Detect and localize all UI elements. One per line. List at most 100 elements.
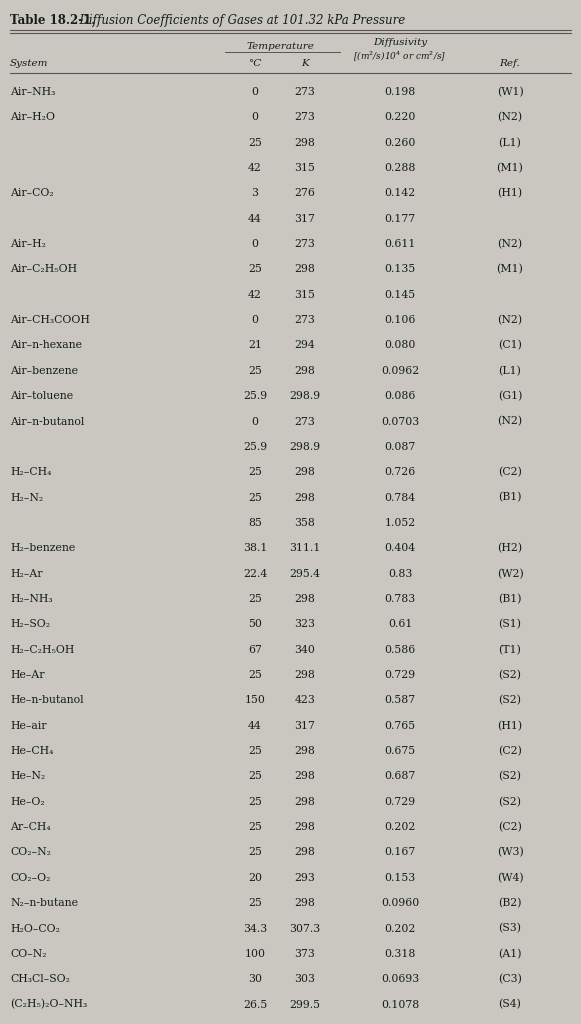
Text: Air–benzene: Air–benzene bbox=[10, 366, 78, 376]
Text: 67: 67 bbox=[248, 645, 262, 654]
Text: 273: 273 bbox=[295, 113, 315, 122]
Text: 25.9: 25.9 bbox=[243, 391, 267, 401]
Text: He–n-butanol: He–n-butanol bbox=[10, 695, 84, 706]
Text: 0: 0 bbox=[252, 417, 259, 427]
Text: 273: 273 bbox=[295, 239, 315, 249]
Text: 3: 3 bbox=[252, 188, 259, 199]
Text: 44: 44 bbox=[248, 721, 262, 731]
Text: (L1): (L1) bbox=[498, 137, 521, 147]
Text: 0.086: 0.086 bbox=[384, 391, 415, 401]
Text: He–Ar: He–Ar bbox=[10, 670, 45, 680]
Text: N₂–n-butane: N₂–n-butane bbox=[10, 898, 78, 908]
Text: (M1): (M1) bbox=[497, 264, 523, 274]
Text: K: K bbox=[301, 59, 309, 68]
Text: 0.288: 0.288 bbox=[384, 163, 415, 173]
Text: 298: 298 bbox=[295, 848, 315, 857]
Text: (N2): (N2) bbox=[497, 113, 522, 123]
Text: H₂O–CO₂: H₂O–CO₂ bbox=[10, 924, 60, 934]
Text: (H1): (H1) bbox=[497, 721, 522, 731]
Text: (S2): (S2) bbox=[498, 771, 522, 781]
Text: 0.145: 0.145 bbox=[385, 290, 415, 300]
Text: 100: 100 bbox=[245, 949, 266, 958]
Text: 25.9: 25.9 bbox=[243, 442, 267, 452]
Text: (H2): (H2) bbox=[497, 543, 522, 553]
Text: 298: 298 bbox=[295, 797, 315, 807]
Text: Ref.: Ref. bbox=[500, 59, 521, 68]
Text: 0.1078: 0.1078 bbox=[381, 999, 419, 1010]
Text: H₂–N₂: H₂–N₂ bbox=[10, 493, 43, 503]
Text: He–O₂: He–O₂ bbox=[10, 797, 45, 807]
Text: 25: 25 bbox=[248, 594, 262, 604]
Text: 373: 373 bbox=[295, 949, 315, 958]
Text: (M1): (M1) bbox=[497, 163, 523, 173]
Text: 298: 298 bbox=[295, 264, 315, 274]
Text: 0.087: 0.087 bbox=[385, 442, 415, 452]
Text: Air–NH₃: Air–NH₃ bbox=[10, 87, 55, 97]
Text: 25: 25 bbox=[248, 746, 262, 756]
Text: (C2): (C2) bbox=[498, 467, 522, 477]
Text: 294: 294 bbox=[295, 340, 315, 350]
Text: H₂–benzene: H₂–benzene bbox=[10, 544, 76, 553]
Text: Air–CO₂: Air–CO₂ bbox=[10, 188, 54, 199]
Text: (B1): (B1) bbox=[498, 594, 522, 604]
Text: 0.729: 0.729 bbox=[385, 797, 415, 807]
Text: Air–H₂: Air–H₂ bbox=[10, 239, 46, 249]
Text: H₂–NH₃: H₂–NH₃ bbox=[10, 594, 53, 604]
Text: (W3): (W3) bbox=[497, 847, 523, 858]
Text: 85: 85 bbox=[248, 518, 262, 528]
Text: Diffusivity: Diffusivity bbox=[373, 38, 427, 47]
Text: (N2): (N2) bbox=[497, 239, 522, 249]
Text: 0.0703: 0.0703 bbox=[381, 417, 419, 427]
Text: 25: 25 bbox=[248, 848, 262, 857]
Text: H₂–C₂H₅OH: H₂–C₂H₅OH bbox=[10, 645, 74, 654]
Text: 293: 293 bbox=[295, 872, 315, 883]
Text: 25: 25 bbox=[248, 366, 262, 376]
Text: 0.153: 0.153 bbox=[385, 872, 415, 883]
Text: 0.260: 0.260 bbox=[384, 137, 415, 147]
Text: 298: 298 bbox=[295, 746, 315, 756]
Text: (A1): (A1) bbox=[498, 948, 522, 959]
Text: 315: 315 bbox=[295, 290, 315, 300]
Text: 0.726: 0.726 bbox=[385, 467, 415, 477]
Text: 34.3: 34.3 bbox=[243, 924, 267, 934]
Text: H₂–Ar: H₂–Ar bbox=[10, 568, 42, 579]
Text: [(m$^2$/s)10$^4$ or cm$^2$/s]: [(m$^2$/s)10$^4$ or cm$^2$/s] bbox=[353, 49, 447, 62]
Text: 298: 298 bbox=[295, 594, 315, 604]
Text: 0.675: 0.675 bbox=[385, 746, 415, 756]
Text: Diffusion Coefficients of Gases at 101.32 kPa Pressure: Diffusion Coefficients of Gases at 101.3… bbox=[72, 14, 406, 27]
Text: 0.167: 0.167 bbox=[385, 848, 415, 857]
Text: 0.202: 0.202 bbox=[384, 924, 415, 934]
Text: Table 18.2-1.: Table 18.2-1. bbox=[10, 14, 95, 27]
Text: 0.586: 0.586 bbox=[385, 645, 415, 654]
Text: 311.1: 311.1 bbox=[289, 544, 321, 553]
Text: 0.0960: 0.0960 bbox=[381, 898, 419, 908]
Text: 20: 20 bbox=[248, 872, 262, 883]
Text: H₂–CH₄: H₂–CH₄ bbox=[10, 467, 51, 477]
Text: 150: 150 bbox=[245, 695, 266, 706]
Text: (L1): (L1) bbox=[498, 366, 521, 376]
Text: 0.0693: 0.0693 bbox=[381, 974, 419, 984]
Text: (B2): (B2) bbox=[498, 898, 522, 908]
Text: 0.404: 0.404 bbox=[385, 544, 415, 553]
Text: CO–N₂: CO–N₂ bbox=[10, 949, 46, 958]
Text: CO₂–O₂: CO₂–O₂ bbox=[10, 872, 51, 883]
Text: (S2): (S2) bbox=[498, 670, 522, 680]
Text: He–CH₄: He–CH₄ bbox=[10, 746, 53, 756]
Text: 0.080: 0.080 bbox=[384, 340, 415, 350]
Text: 0.783: 0.783 bbox=[385, 594, 415, 604]
Text: Air–toluene: Air–toluene bbox=[10, 391, 73, 401]
Text: Air–H₂O: Air–H₂O bbox=[10, 113, 55, 122]
Text: 0: 0 bbox=[252, 239, 259, 249]
Text: He–N₂: He–N₂ bbox=[10, 771, 45, 781]
Text: System: System bbox=[10, 59, 48, 68]
Text: 25: 25 bbox=[248, 264, 262, 274]
Text: 0.220: 0.220 bbox=[384, 113, 415, 122]
Text: 50: 50 bbox=[248, 620, 262, 630]
Text: 340: 340 bbox=[295, 645, 315, 654]
Text: (W1): (W1) bbox=[497, 87, 523, 97]
Text: H₂–SO₂: H₂–SO₂ bbox=[10, 620, 50, 630]
Text: 315: 315 bbox=[295, 163, 315, 173]
Text: Air–CH₃COOH: Air–CH₃COOH bbox=[10, 315, 90, 325]
Text: 298: 298 bbox=[295, 366, 315, 376]
Text: 0.611: 0.611 bbox=[384, 239, 415, 249]
